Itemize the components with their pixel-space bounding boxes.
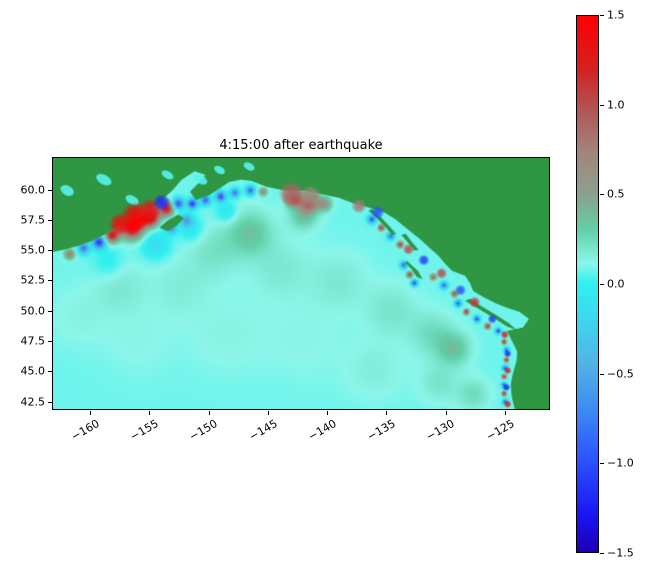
x-tick: [445, 411, 447, 415]
x-tick-label: −135: [365, 417, 398, 444]
y-tick-label: 45.0: [20, 364, 46, 378]
y-tick: [48, 250, 52, 252]
colorbar: [576, 15, 599, 553]
y-tick: [48, 280, 52, 282]
colorbar-tick: [600, 463, 604, 465]
colorbar-tick-label: −1.5: [607, 546, 634, 560]
y-tick-label: 60.0: [20, 183, 46, 197]
colorbar-gradient-canvas: [577, 16, 598, 552]
x-tick-label: −160: [68, 417, 102, 444]
colorbar-tick-label: 0.5: [607, 187, 625, 201]
colorbar-tick-label: 1.5: [607, 8, 625, 22]
colorbar-tick: [600, 373, 604, 375]
y-tick: [48, 310, 52, 312]
x-tick: [208, 411, 210, 415]
x-tick-label: −125: [483, 417, 517, 444]
heatmap-canvas: [53, 158, 549, 409]
colorbar-tick-label: 1.0: [607, 98, 625, 112]
x-tick-label: −155: [128, 417, 161, 444]
colorbar-tick: [600, 104, 604, 106]
y-tick: [48, 189, 52, 191]
x-tick: [386, 411, 388, 415]
y-tick-label: 50.0: [20, 304, 46, 318]
map-axes: [52, 157, 550, 410]
y-tick: [48, 371, 52, 373]
x-tick-label: −150: [187, 417, 221, 444]
colorbar-tick: [600, 284, 604, 285]
y-tick-label: 47.5: [20, 334, 46, 348]
y-tick-label: 55.0: [20, 243, 46, 257]
x-tick: [504, 411, 506, 415]
y-tick-label: 57.5: [20, 213, 46, 227]
y-tick-label: 52.5: [20, 273, 46, 287]
y-tick: [48, 219, 52, 221]
plot-title: 4:15:00 after earthquake: [219, 138, 383, 153]
y-tick-label: 42.5: [20, 395, 46, 409]
x-tick-label: −140: [305, 417, 339, 444]
x-tick: [149, 411, 151, 415]
colorbar-tick-label: −1.0: [607, 456, 634, 470]
x-tick: [267, 411, 269, 415]
x-tick: [89, 411, 91, 415]
colorbar-tick: [600, 15, 604, 16]
colorbar-tick-label: 0.0: [607, 277, 625, 291]
y-tick: [48, 341, 52, 342]
y-tick: [48, 401, 52, 403]
x-tick-label: −145: [246, 417, 280, 444]
colorbar-tick: [600, 194, 604, 196]
colorbar-tick-label: −0.5: [607, 367, 634, 381]
x-tick-label: −130: [424, 417, 458, 444]
colorbar-tick: [600, 553, 604, 554]
x-tick: [327, 411, 329, 415]
